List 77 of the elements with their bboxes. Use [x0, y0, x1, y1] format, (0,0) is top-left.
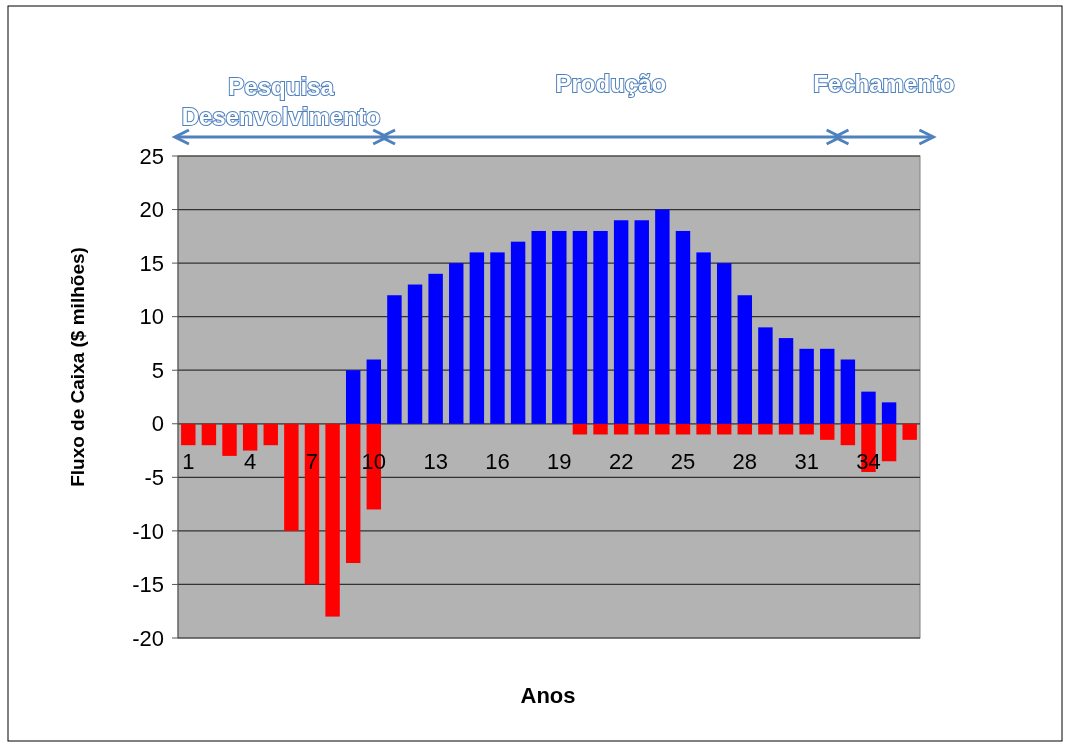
bar	[304, 423, 320, 585]
x-tick-label: 22	[608, 448, 634, 474]
bar	[820, 423, 835, 440]
bar	[449, 263, 464, 424]
bar	[510, 241, 526, 424]
bar	[552, 230, 567, 424]
bar	[634, 423, 649, 435]
bar	[840, 423, 856, 446]
y-axis-title: Fluxo de Caixa ($ milhões)	[67, 247, 88, 487]
bar	[593, 230, 608, 424]
bar	[716, 423, 732, 435]
bar	[572, 423, 588, 435]
bar	[696, 252, 711, 424]
bar	[737, 423, 753, 435]
bar	[181, 423, 196, 446]
text: Produção	[555, 70, 667, 97]
x-tick-label: 7	[305, 448, 319, 474]
y-tick-label: 25	[139, 143, 164, 169]
bar	[345, 423, 361, 564]
bar	[572, 230, 588, 424]
y-tick-label: 0	[151, 411, 164, 437]
bar	[881, 402, 897, 424]
bar	[345, 370, 361, 424]
bar	[634, 220, 649, 424]
text: Fechamento	[813, 70, 955, 97]
bar	[675, 230, 691, 424]
y-tick-label: 20	[139, 197, 164, 223]
x-tick-label: 28	[732, 448, 758, 474]
x-tick-label: 25	[670, 448, 696, 474]
bar	[778, 338, 794, 424]
x-tick-label: 19	[547, 448, 572, 474]
bar	[861, 391, 876, 424]
bar	[902, 423, 917, 440]
bar	[758, 423, 773, 435]
y-tick-label: -10	[132, 518, 164, 544]
bar	[366, 359, 382, 424]
bar	[469, 252, 485, 424]
bar	[531, 230, 546, 424]
bar	[820, 348, 835, 424]
y-tick-label: -20	[132, 625, 164, 651]
bar	[799, 348, 814, 424]
bar	[758, 327, 773, 424]
bar	[325, 423, 340, 617]
x-tick-label: 1	[182, 448, 195, 474]
bar	[737, 295, 753, 424]
text: Pesquisa Desenvolvimento	[181, 73, 381, 130]
y-tick-label: 5	[151, 357, 164, 383]
bar	[716, 263, 732, 424]
bar	[840, 359, 856, 424]
bar	[696, 423, 711, 435]
x-tick-label: 13	[423, 448, 448, 474]
bar	[242, 423, 258, 451]
x-tick-label: 16	[485, 448, 510, 474]
bar	[655, 209, 670, 424]
y-tick-label: 15	[139, 250, 164, 276]
bar	[881, 423, 897, 462]
bar	[799, 423, 814, 435]
bar	[613, 220, 629, 424]
bar	[675, 423, 691, 435]
y-tick-label: -15	[132, 572, 164, 598]
x-axis-title: Anos	[520, 683, 576, 708]
y-tick-label: 10	[139, 304, 164, 330]
bar	[201, 423, 217, 446]
y-tick-label: -5	[144, 465, 164, 491]
bar	[778, 423, 794, 435]
x-tick-label: 4	[244, 448, 257, 474]
bar	[263, 423, 278, 446]
bar	[593, 423, 608, 435]
bar	[387, 295, 402, 424]
bar	[284, 423, 299, 531]
bar	[222, 423, 237, 456]
x-tick-label: 31	[794, 448, 819, 474]
bar	[655, 423, 670, 435]
bar	[613, 423, 629, 435]
bar	[407, 284, 423, 424]
bar	[428, 273, 443, 424]
bar	[490, 252, 505, 424]
